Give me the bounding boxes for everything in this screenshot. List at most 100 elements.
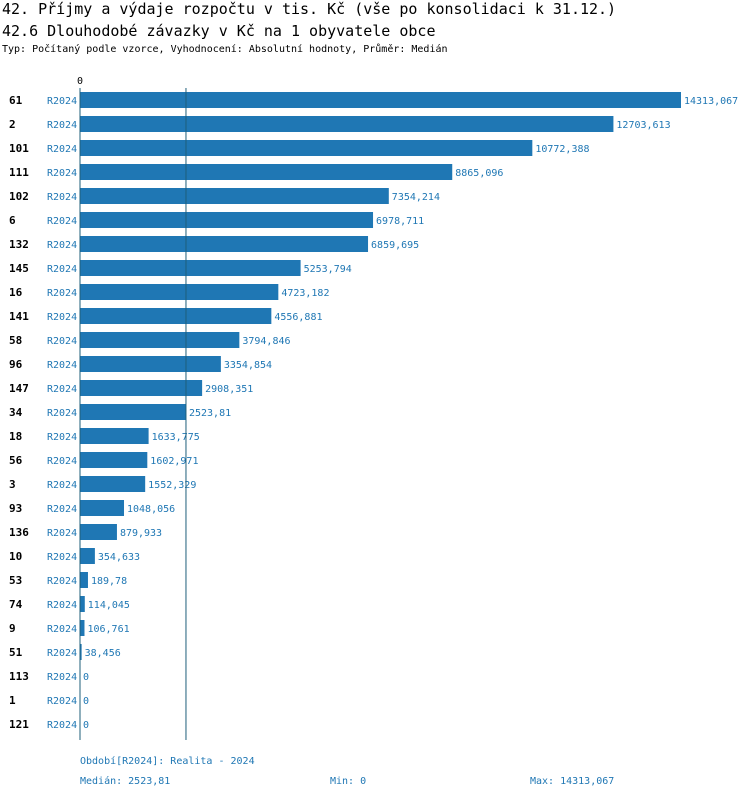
page-title: 42. Příjmy a výdaje rozpočtu v tis. Kč (… — [2, 0, 617, 18]
period-label: R2024 — [47, 312, 77, 323]
value-label: 3794,846 — [242, 336, 290, 347]
value-label: 106,761 — [87, 624, 129, 635]
period-label: R2024 — [47, 432, 77, 443]
period-label: R2024 — [47, 600, 77, 611]
category-label: 1 — [9, 694, 16, 707]
value-label: 354,633 — [98, 552, 140, 563]
value-label: 0 — [83, 696, 89, 707]
category-label: 2 — [9, 118, 16, 131]
chart-type-info: Typ: Počítaný podle vzorce, Vyhodnocení:… — [2, 44, 448, 55]
bar — [80, 452, 148, 468]
period-label: R2024 — [47, 528, 77, 539]
bar — [80, 92, 681, 108]
period-label: R2024 — [47, 288, 77, 299]
value-label: 189,78 — [91, 576, 127, 587]
bar — [80, 572, 88, 588]
bar — [80, 380, 203, 396]
category-label: 101 — [9, 142, 29, 155]
value-label: 0 — [83, 672, 89, 683]
value-label: 38,456 — [85, 648, 121, 659]
period-label: R2024 — [47, 192, 77, 203]
period-label: R2024 — [47, 264, 77, 275]
value-label: 2523,81 — [189, 408, 231, 419]
value-label: 1552,329 — [148, 480, 196, 491]
bar — [80, 548, 95, 564]
period-label: R2024 — [47, 336, 77, 347]
period-label: R2024 — [47, 720, 77, 731]
period-label: R2024 — [47, 120, 77, 131]
bar — [80, 644, 82, 660]
bar — [80, 140, 533, 156]
value-label: 6978,711 — [376, 216, 424, 227]
value-label: 4723,182 — [281, 288, 329, 299]
bar — [80, 116, 614, 132]
period-label: R2024 — [47, 240, 77, 251]
period-label: R2024 — [47, 504, 77, 515]
bar — [80, 236, 369, 252]
bar — [80, 332, 240, 348]
period-label: R2024 — [47, 216, 77, 227]
bar — [80, 164, 453, 180]
footer-median: Medián: 2523,81 — [80, 776, 171, 787]
bar — [80, 428, 149, 444]
category-label: 51 — [9, 646, 23, 659]
category-label: 113 — [9, 670, 29, 683]
bar — [80, 500, 125, 516]
category-label: 136 — [9, 526, 29, 539]
bar — [80, 308, 272, 324]
value-label: 879,933 — [120, 528, 162, 539]
period-label: R2024 — [47, 144, 77, 155]
axis-zero-label: 0 — [77, 76, 83, 87]
bar — [80, 212, 374, 228]
category-label: 10 — [9, 550, 22, 563]
value-label: 6859,695 — [371, 240, 419, 251]
period-label: R2024 — [47, 552, 77, 563]
category-label: 34 — [9, 406, 23, 419]
value-label: 5253,794 — [304, 264, 352, 275]
period-label: R2024 — [47, 96, 77, 107]
period-label: R2024 — [47, 480, 77, 491]
bar — [80, 596, 85, 612]
value-label: 1048,056 — [127, 504, 175, 515]
period-label: R2024 — [47, 384, 77, 395]
category-label: 18 — [9, 430, 22, 443]
period-label: R2024 — [47, 624, 77, 635]
period-label: R2024 — [47, 672, 77, 683]
category-label: 74 — [9, 598, 23, 611]
period-label: R2024 — [47, 456, 77, 467]
chart-title: 42.6 Dlouhodobé závazky v Kč na 1 obyvat… — [2, 22, 436, 40]
value-label: 7354,214 — [392, 192, 440, 203]
bar — [80, 260, 301, 276]
value-label: 8865,096 — [455, 168, 503, 179]
category-label: 16 — [9, 286, 23, 299]
period-label: R2024 — [47, 360, 77, 371]
category-label: 102 — [9, 190, 29, 203]
value-label: 114,045 — [88, 600, 130, 611]
value-label: 10772,388 — [535, 144, 589, 155]
category-label: 132 — [9, 238, 29, 251]
category-label: 53 — [9, 574, 22, 587]
value-label: 12703,613 — [616, 120, 670, 131]
category-label: 61 — [9, 94, 23, 107]
category-label: 96 — [9, 358, 23, 371]
value-label: 14313,067 — [684, 96, 738, 107]
category-label: 111 — [9, 166, 29, 179]
category-label: 141 — [9, 310, 29, 323]
value-label: 2908,351 — [205, 384, 253, 395]
value-label: 4556,881 — [274, 312, 322, 323]
bar — [80, 356, 221, 372]
footer-max: Max: 14313,067 — [530, 776, 615, 787]
bar — [80, 284, 279, 300]
bar — [80, 404, 186, 420]
category-label: 6 — [9, 214, 16, 227]
footer-min: Min: 0 — [330, 776, 367, 787]
category-label: 145 — [9, 262, 29, 275]
value-label: 0 — [83, 720, 89, 731]
category-label: 121 — [9, 718, 29, 731]
period-label: R2024 — [47, 696, 77, 707]
period-label: R2024 — [47, 576, 77, 587]
bar — [80, 620, 85, 636]
period-label: R2024 — [47, 408, 77, 419]
category-label: 9 — [9, 622, 16, 635]
